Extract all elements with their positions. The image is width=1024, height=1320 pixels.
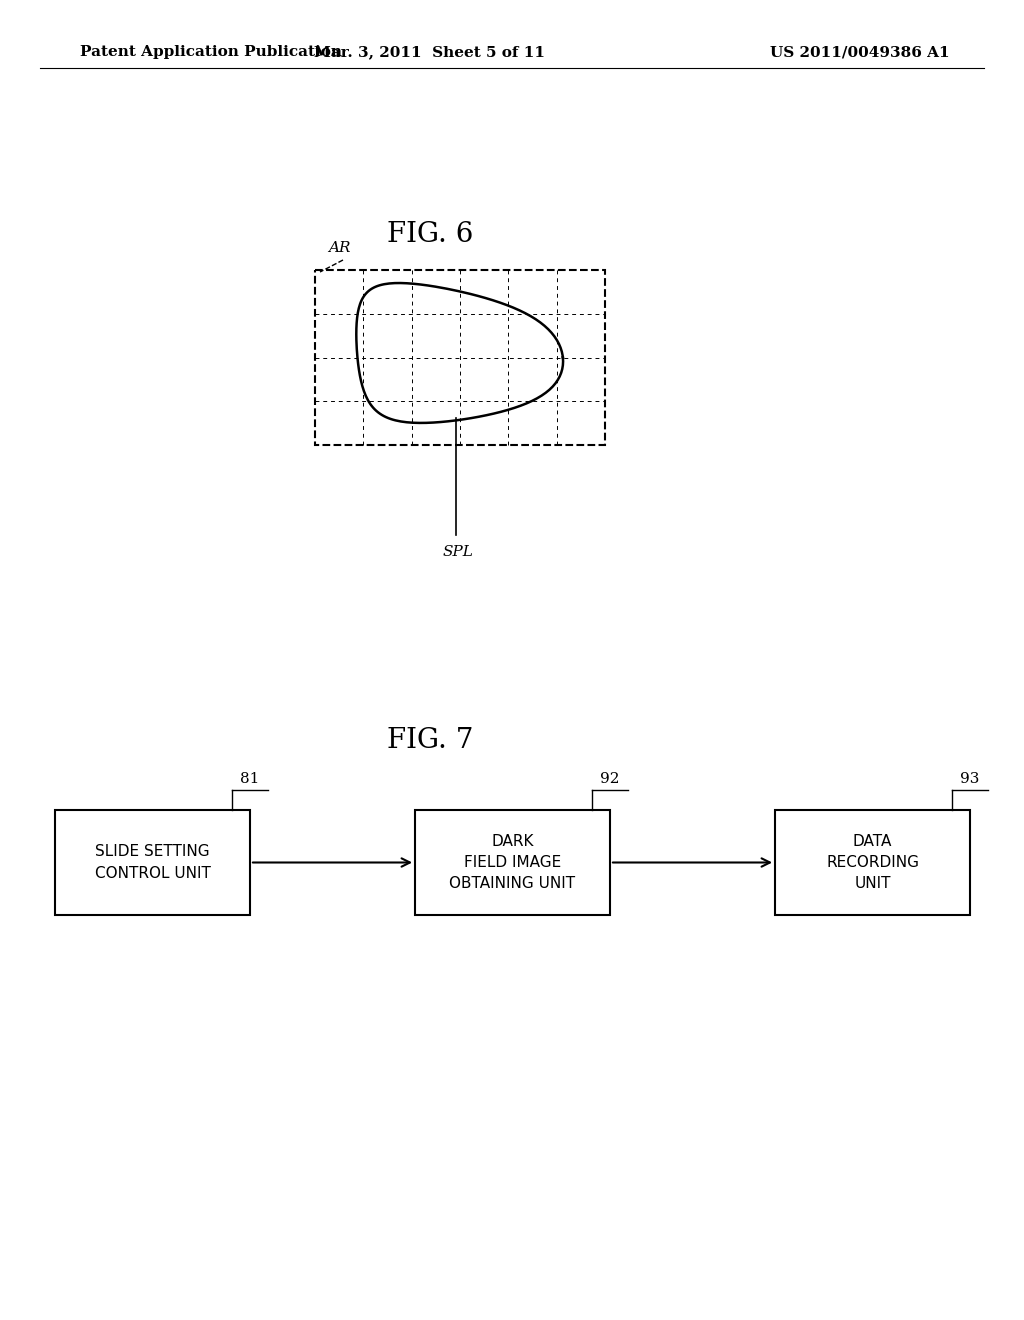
Text: 92: 92 bbox=[600, 772, 620, 785]
Text: Patent Application Publication: Patent Application Publication bbox=[80, 45, 342, 59]
Bar bbox=[55, 810, 250, 915]
Text: DATA
RECORDING
UNIT: DATA RECORDING UNIT bbox=[826, 834, 919, 891]
Text: US 2011/0049386 A1: US 2011/0049386 A1 bbox=[770, 45, 950, 59]
Bar bbox=[415, 810, 610, 915]
Bar bbox=[775, 810, 970, 915]
Text: SPL: SPL bbox=[442, 545, 474, 558]
Text: 81: 81 bbox=[241, 772, 260, 785]
Text: Mar. 3, 2011  Sheet 5 of 11: Mar. 3, 2011 Sheet 5 of 11 bbox=[314, 45, 546, 59]
Text: FIG. 7: FIG. 7 bbox=[387, 726, 473, 754]
Text: 93: 93 bbox=[961, 772, 980, 785]
Text: AR: AR bbox=[328, 242, 350, 255]
Text: SLIDE SETTING
CONTROL UNIT: SLIDE SETTING CONTROL UNIT bbox=[94, 845, 211, 880]
Text: DARK
FIELD IMAGE
OBTAINING UNIT: DARK FIELD IMAGE OBTAINING UNIT bbox=[450, 834, 575, 891]
Text: FIG. 6: FIG. 6 bbox=[387, 222, 473, 248]
Bar bbox=[315, 271, 605, 445]
